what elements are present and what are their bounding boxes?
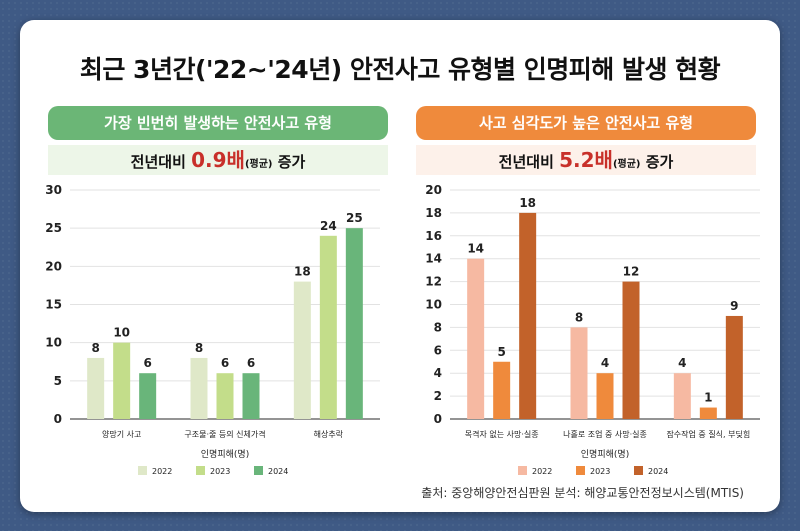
- legend-label-2022: 2022: [532, 467, 552, 476]
- y-tick-label: 14: [425, 252, 442, 266]
- infographic-card: 최근 3년간('22~'24년) 안전사고 유형별 인명피해 발생 현황 가장 …: [20, 20, 780, 512]
- right-increase-banner: 전년대비 5.2배(평균) 증가: [416, 145, 756, 175]
- right-increase-suffix: 증가: [640, 153, 674, 171]
- y-tick-label: 20: [425, 183, 442, 197]
- category-label: 목격자 없는 사망·실종: [465, 429, 539, 439]
- right-increase-prefix: 전년대비: [498, 153, 560, 171]
- y-tick-label: 12: [425, 275, 442, 289]
- data-label: 8: [575, 310, 583, 324]
- bar-2023: [699, 407, 717, 419]
- source-note: 출처: 중앙해양안전심판원 분석: 해양교통안전정보시스템(MTIS): [421, 486, 744, 500]
- y-tick-label: 10: [425, 298, 442, 312]
- legend-label-2024: 2024: [648, 467, 668, 476]
- data-label: 8: [195, 341, 203, 355]
- y-tick-label: 4: [434, 366, 442, 380]
- category-label: 해상추락: [314, 429, 344, 439]
- data-label: 6: [247, 356, 255, 370]
- bar-2023: [216, 373, 234, 419]
- bar-2023: [319, 235, 337, 419]
- legend-label-2023: 2023: [210, 467, 230, 476]
- legend-swatch-2022: [138, 466, 147, 475]
- data-label: 14: [467, 242, 484, 256]
- bar-2023: [113, 342, 131, 419]
- category-label: 잠수작업 중 질식, 부딪힘: [666, 429, 750, 439]
- category-label: 구조물·줄 등의 신체가격: [184, 429, 265, 439]
- right-increase-value: 5.2배: [559, 148, 613, 172]
- data-label: 1: [704, 391, 712, 405]
- bar-2023: [493, 361, 511, 419]
- y-tick-label: 5: [54, 374, 62, 388]
- data-label: 25: [346, 211, 363, 225]
- y-tick-label: 30: [45, 183, 62, 197]
- data-label: 12: [623, 265, 640, 279]
- data-label: 18: [294, 265, 311, 279]
- y-tick-label: 20: [45, 259, 62, 273]
- y-tick-label: 10: [45, 336, 62, 350]
- y-tick-label: 16: [425, 229, 442, 243]
- legend-label-2024: 2024: [268, 467, 288, 476]
- bar-2024: [622, 281, 640, 419]
- y-tick-label: 0: [434, 412, 442, 426]
- bar-2022: [87, 357, 105, 419]
- page-title: 최근 3년간('22~'24년) 안전사고 유형별 인명피해 발생 현황: [79, 55, 721, 84]
- data-label: 24: [320, 219, 337, 233]
- bar-2022: [673, 373, 691, 419]
- legend-swatch-2023: [576, 466, 585, 475]
- bar-2022: [293, 281, 311, 419]
- y-tick-label: 18: [425, 206, 442, 220]
- left-increase-value: 0.9배: [191, 148, 245, 172]
- data-label: 18: [519, 196, 536, 210]
- x-axis-label: 인명피해(명): [581, 449, 629, 460]
- y-tick-label: 6: [434, 343, 442, 357]
- left-increase-banner: 전년대비 0.9배(평균) 증가: [48, 145, 388, 175]
- category-label: 나홀로 조업 중 사망·실종: [563, 429, 647, 439]
- legend-label-2022: 2022: [152, 467, 172, 476]
- data-label: 6: [143, 356, 151, 370]
- left-increase-suffix: 증가: [272, 153, 306, 171]
- legend-swatch-2024: [254, 466, 263, 475]
- legend-swatch-2023: [196, 466, 205, 475]
- bar-2024: [345, 228, 363, 419]
- data-label: 6: [221, 356, 229, 370]
- bar-2024: [139, 373, 157, 419]
- left-increase-note: (평균): [244, 159, 273, 170]
- left-section-header: 가장 빈번히 발생하는 안전사고 유형: [48, 106, 388, 140]
- legend-swatch-2024: [634, 466, 643, 475]
- y-tick-label: 2: [434, 389, 442, 403]
- bar-2022: [190, 357, 208, 419]
- category-label: 양망기 사고: [102, 429, 141, 439]
- legend-swatch-2022: [518, 466, 527, 475]
- y-tick-label: 8: [434, 320, 442, 334]
- bar-2022: [467, 258, 485, 419]
- data-label: 4: [678, 356, 686, 370]
- data-label: 8: [91, 341, 99, 355]
- bar-2023: [596, 373, 614, 419]
- left-bar-chart: 0 5 10 15 20 25 30 8 10 6 양망기 사고 8 6 6 구조물·줄 등의 신체가격 18…: [45, 183, 380, 476]
- bar-2024: [242, 373, 260, 419]
- right-section-header: 사고 심각도가 높은 안전사고 유형: [416, 106, 756, 140]
- data-label: 9: [730, 299, 738, 313]
- data-label: 10: [113, 326, 130, 340]
- y-tick-label: 15: [45, 298, 62, 312]
- y-tick-label: 0: [54, 412, 62, 426]
- bar-2024: [519, 212, 537, 419]
- bar-2022: [570, 327, 588, 419]
- left-increase-prefix: 전년대비: [130, 153, 192, 171]
- right-increase-note: (평균): [612, 159, 641, 170]
- y-tick-label: 25: [45, 221, 62, 235]
- x-axis-label: 인명피해(명): [201, 449, 249, 460]
- bar-2024: [725, 315, 743, 419]
- data-label: 4: [601, 356, 609, 370]
- data-label: 5: [497, 345, 505, 359]
- legend-label-2023: 2023: [590, 467, 610, 476]
